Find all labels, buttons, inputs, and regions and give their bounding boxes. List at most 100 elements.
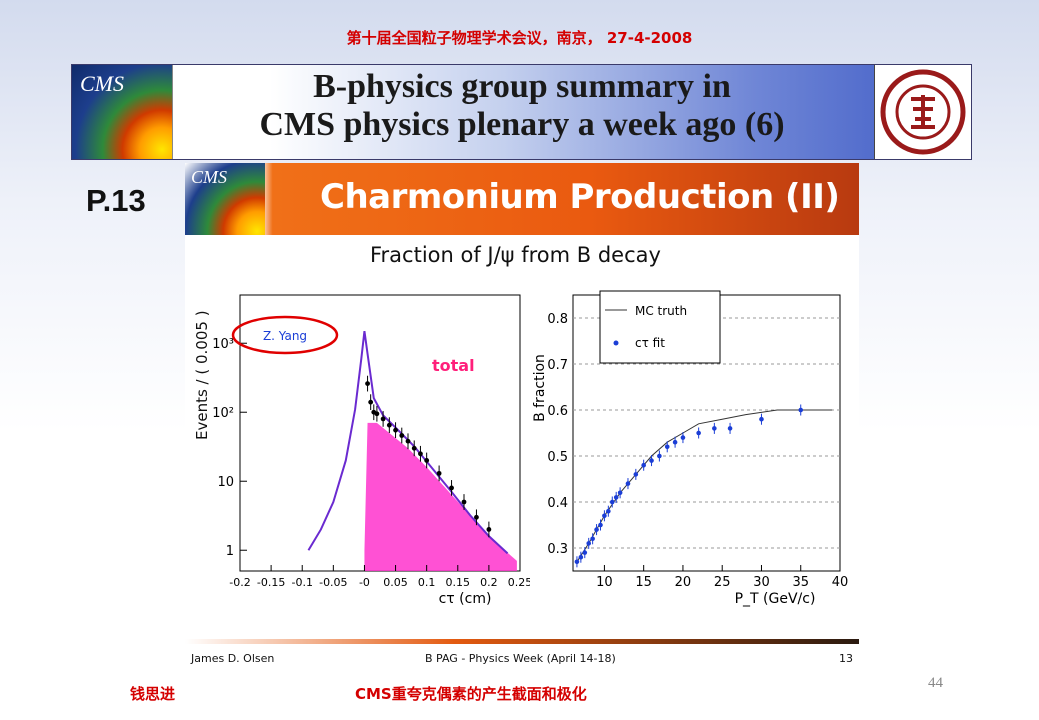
data-point — [374, 411, 380, 417]
series-nonprompt-area — [364, 422, 517, 571]
x-tick-label: 15 — [635, 575, 652, 590]
data-point — [380, 416, 386, 422]
x-tick-label: -0.15 — [257, 576, 285, 589]
y-tick-label: 10² — [212, 406, 234, 421]
author-highlight-circle — [231, 315, 339, 355]
data-point — [399, 433, 405, 438]
fit-point — [613, 495, 619, 500]
left-plot-xlabel: cτ (cm) — [439, 591, 492, 607]
x-tick-label: 0.2 — [480, 576, 498, 589]
fit-point — [578, 554, 584, 560]
fit-point — [586, 541, 592, 546]
embedded-slide: CMS Charmonium Production (II) Fraction … — [185, 163, 859, 670]
data-point — [424, 458, 430, 463]
fit-point — [649, 458, 654, 463]
x-tick-label: -0.1 — [291, 576, 312, 589]
fit-point — [609, 499, 615, 505]
legend-fit-label: cτ fit — [635, 336, 665, 350]
embedded-slide-title: Charmonium Production (II) — [320, 177, 840, 217]
footer-talk-title: CMS重夸克偶素的产生截面和极化 — [355, 685, 587, 703]
title-banner: CMS B-physics group summary in CMS physi… — [71, 64, 972, 160]
x-tick-label: 35 — [792, 575, 809, 590]
fit-point — [798, 407, 804, 413]
x-tick-label: 0.05 — [383, 576, 408, 589]
x-tick-label: -0.2 — [229, 576, 250, 589]
y-tick-label: 0.3 — [547, 542, 568, 557]
x-tick-label: 10 — [596, 575, 613, 590]
y-tick-label: 0.8 — [547, 312, 568, 327]
data-point — [393, 427, 398, 433]
right-plot-ylabel: B fraction — [532, 354, 548, 422]
fit-point — [582, 550, 588, 555]
y-tick-label: 0.5 — [547, 450, 568, 465]
footer-rule — [185, 639, 859, 644]
x-tick-label: 25 — [714, 575, 731, 590]
y-tick-label: 0.4 — [547, 496, 568, 511]
slide-title: B-physics group summary in CMS physics p… — [182, 68, 862, 144]
y-tick-label: 1 — [226, 544, 234, 559]
data-point — [418, 451, 423, 457]
x-tick-label: -0 — [359, 576, 370, 589]
cms-logo-text: CMS — [80, 71, 124, 96]
legend-box — [599, 290, 721, 364]
right-plot-xlabel: P_T (GeV/c) — [735, 591, 816, 607]
y-tick-label: 10 — [217, 475, 234, 490]
fit-point — [574, 559, 580, 565]
y-tick-label: 0.6 — [547, 404, 568, 419]
fit-point — [633, 472, 639, 477]
fit-point — [759, 416, 764, 422]
x-tick-label: 0.25 — [508, 576, 530, 589]
slide-title-line2: CMS physics plenary a week ago (6) — [259, 106, 785, 143]
conference-header: 第十届全国粒子物理学术会议，南京， 27-4-2008 — [346, 29, 693, 47]
total-annotation: total — [432, 356, 475, 375]
fit-point — [727, 426, 733, 431]
fit-point — [594, 527, 599, 532]
footer-page: 13 — [839, 652, 853, 665]
left-plot-ylabel: Events / ( 0.005 ) — [193, 310, 211, 440]
fit-point — [625, 481, 631, 486]
series-total-curve — [307, 330, 509, 555]
b-fraction-plot: 0.3 0.4 0.5 0.6 0.7 0.8 10 15 20 25 30 35 40 MC truth… — [532, 290, 849, 607]
x-tick-label: 0.1 — [418, 576, 436, 589]
fit-point — [590, 536, 595, 542]
author-annotation: Z. Yang — [263, 329, 307, 343]
data-point — [365, 381, 370, 386]
data-point — [405, 438, 411, 444]
fit-point — [657, 453, 662, 459]
x-tick-label: 20 — [675, 575, 692, 590]
fit-point — [712, 426, 717, 431]
page-number: 44 — [928, 675, 943, 691]
cms-logo: CMS — [72, 65, 173, 159]
data-point — [411, 445, 417, 451]
footer-author: James D. Olsen — [191, 652, 275, 665]
fit-point — [602, 513, 607, 519]
fit-point — [606, 508, 611, 514]
fit-point — [664, 444, 670, 450]
legend-fit-swatch — [613, 340, 619, 346]
footer-presenter: 钱思进 — [130, 685, 176, 703]
data-point — [486, 527, 492, 532]
x-tick-label: -0.05 — [319, 576, 347, 589]
x-tick-label: 40 — [832, 575, 849, 590]
embedded-slide-header: CMS Charmonium Production (II) — [185, 163, 859, 235]
fit-point — [641, 462, 646, 468]
data-point — [368, 399, 374, 405]
y-tick-label: 10³ — [212, 337, 234, 352]
university-seal-logo — [874, 65, 971, 159]
data-point — [436, 470, 442, 476]
page-label: P.13 — [86, 183, 146, 218]
y-tick-label: 0.7 — [547, 358, 568, 373]
data-point — [386, 422, 392, 428]
ctau-histogram-plot: -0.2 -0.15 -0.1 -0.05 -0 0.05 0.1 0.15 0.2 0.25 1 1… — [212, 294, 530, 607]
fit-point — [672, 439, 678, 445]
legend-mc-label: MC truth — [635, 304, 687, 318]
fit-point — [696, 430, 701, 436]
cms-logo-small: CMS — [185, 163, 265, 235]
data-point — [449, 485, 454, 491]
fit-point — [598, 522, 603, 528]
x-tick-label: 30 — [753, 575, 770, 590]
slide-title-line1: B-physics group summary in — [313, 68, 731, 105]
data-point — [461, 499, 467, 505]
fit-point — [680, 435, 686, 440]
data-point — [474, 514, 479, 520]
